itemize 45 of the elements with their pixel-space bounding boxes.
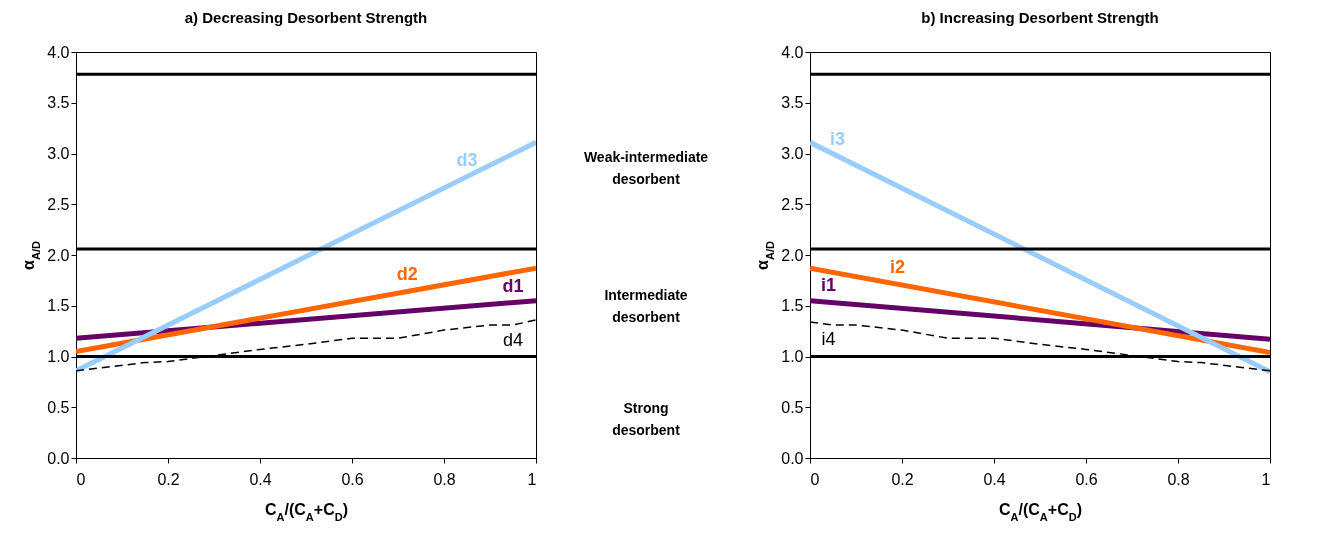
x-tick-label: 0.2 xyxy=(891,470,914,488)
y-tick-label: 1.0 xyxy=(781,348,804,365)
y-tick-label: 3.5 xyxy=(781,94,804,112)
y-tick-label: 3.5 xyxy=(47,94,70,112)
y-tick-label: 0.0 xyxy=(781,449,804,467)
y-tick-label: 0.5 xyxy=(47,398,70,416)
series-label: i2 xyxy=(889,257,905,278)
series-label: d1 xyxy=(502,275,524,296)
chart-title: b) Increasing Desorbent Strength xyxy=(921,9,1159,26)
chart-title: a) Decreasing Desorbent Strength xyxy=(184,9,428,26)
y-tick-label: 3.0 xyxy=(47,145,70,162)
y-tick-label: 0.0 xyxy=(47,449,70,467)
y-tick-label: 2.5 xyxy=(47,195,70,213)
y-tick-label: 4.0 xyxy=(781,43,804,61)
x-tick-label: 0.8 xyxy=(433,470,456,488)
x-tick-label: 1 xyxy=(1261,470,1271,488)
series-label: i1 xyxy=(820,275,836,296)
y-tick-label: 2.0 xyxy=(781,246,804,264)
x-tick-label: 0.8 xyxy=(1167,470,1190,488)
y-tick-label: 1.5 xyxy=(781,297,804,315)
x-tick-label: 0.6 xyxy=(341,470,364,488)
series-label: d4 xyxy=(502,330,524,351)
y-tick-label: 2.0 xyxy=(47,246,70,264)
x-tick-label: 0.4 xyxy=(249,470,272,488)
y-tick-label: 0.5 xyxy=(781,398,804,416)
x-axis-title: C$_{A}$/(C$_{A}$+C$_{D}$) xyxy=(265,500,348,523)
series-label: d3 xyxy=(456,149,478,170)
x-tick-label: 0.6 xyxy=(1075,470,1098,488)
series-label: d2 xyxy=(396,264,418,285)
y-tick-label: 3.0 xyxy=(781,145,804,162)
x-tick-label: 0 xyxy=(76,470,86,488)
y-tick-label: 1.0 xyxy=(47,348,70,365)
x-tick-label: 0 xyxy=(810,470,820,488)
x-tick-label: 0.4 xyxy=(983,470,1006,488)
x-tick-label: 0.2 xyxy=(157,470,180,488)
y-tick-label: 1.5 xyxy=(47,297,70,315)
x-tick-label: 1 xyxy=(527,470,537,488)
text: Intermediate desorbent xyxy=(604,286,688,325)
series-label: i4 xyxy=(821,329,836,350)
x-axis-title: C$_{A}$/(C$_{A}$+C$_{D}$) xyxy=(999,500,1082,523)
series-label: i3 xyxy=(830,129,846,150)
text: Weak-intermediate desorbent xyxy=(583,148,709,187)
y-tick-label: 2.5 xyxy=(781,195,804,213)
text: Strong desorbent xyxy=(612,400,681,439)
y-tick-label: 4.0 xyxy=(47,43,70,61)
